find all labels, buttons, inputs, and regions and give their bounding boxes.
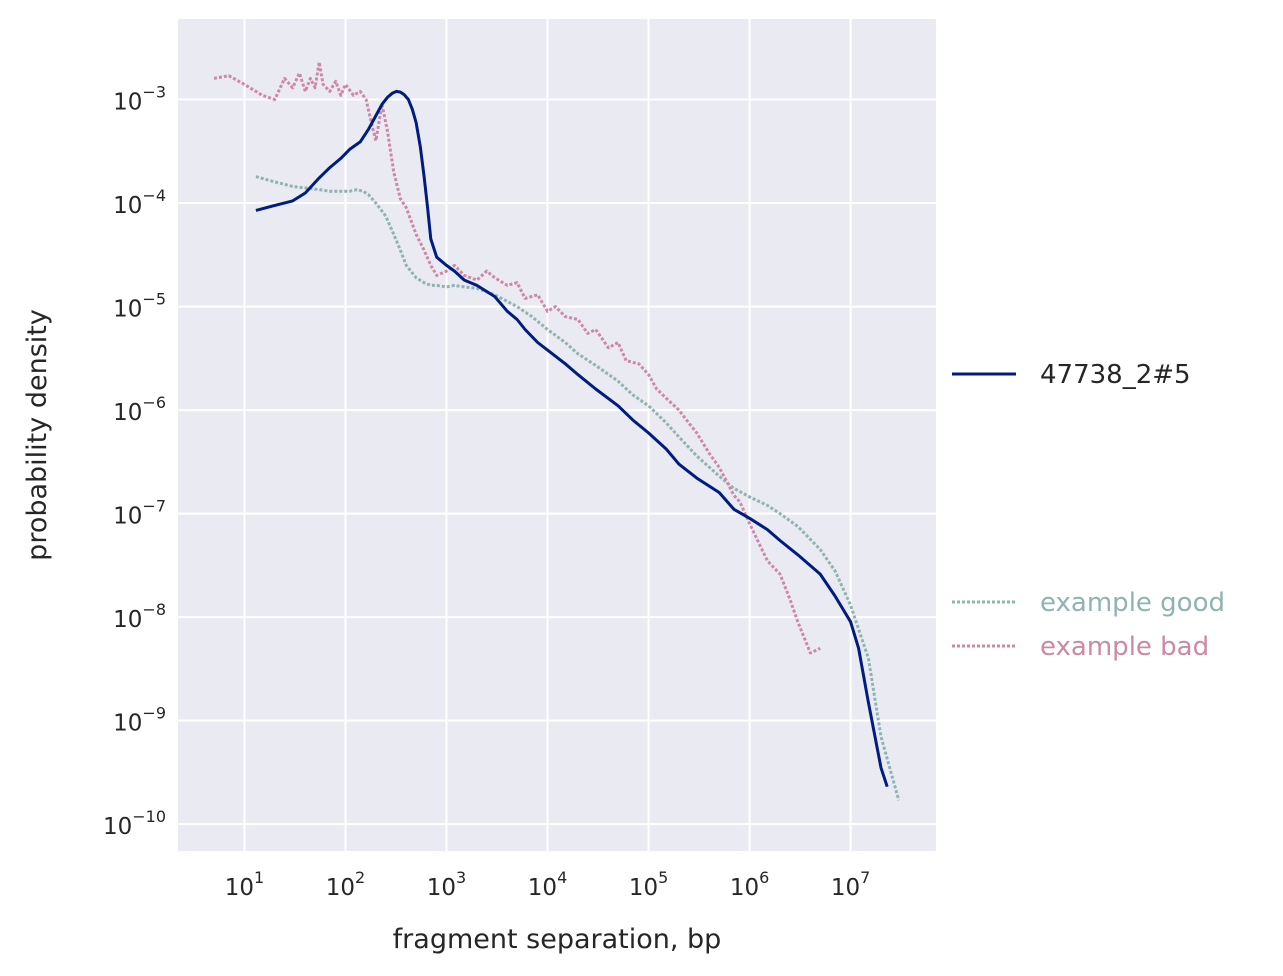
series-line-1	[255, 175, 901, 801]
y-tick-label: 10−9	[113, 704, 166, 737]
y-axis-label: probability density	[22, 309, 53, 561]
legend-entry-label: 47738_2#5	[1040, 360, 1191, 390]
x-axis-ticks: 101 102 103 104 105 106 107	[225, 868, 871, 901]
y-tick-label: 10−4	[113, 186, 166, 219]
x-tick-label: 106	[730, 868, 769, 901]
y-tick-label: 10−7	[113, 497, 166, 530]
legend-entry-label: example good	[1040, 588, 1225, 618]
y-axis-ticks: 10−3 10−4 10−5 10−6 10−7 10−8 10−9 10−10	[103, 83, 166, 841]
y-tick-label: 10−8	[113, 600, 166, 633]
y-tick-label: 10−3	[113, 83, 166, 116]
y-tick-label: 10−10	[103, 807, 166, 840]
series-layer	[213, 60, 901, 801]
series-line-0	[255, 89, 889, 788]
y-tick-label: 10−5	[113, 290, 166, 323]
y-tick-label: 10−6	[113, 393, 166, 426]
x-tick-label: 107	[831, 868, 870, 901]
x-tick-label: 101	[225, 868, 264, 901]
x-tick-label: 104	[528, 868, 567, 901]
grid	[178, 19, 936, 851]
legend-entry-label: example bad	[1040, 632, 1209, 662]
series-line-2	[213, 60, 821, 655]
plot-area	[178, 19, 936, 851]
x-tick-label: 105	[629, 868, 668, 901]
x-tick-label: 103	[427, 868, 466, 901]
x-axis-label: fragment separation, bp	[393, 924, 722, 955]
x-tick-label: 102	[326, 868, 365, 901]
